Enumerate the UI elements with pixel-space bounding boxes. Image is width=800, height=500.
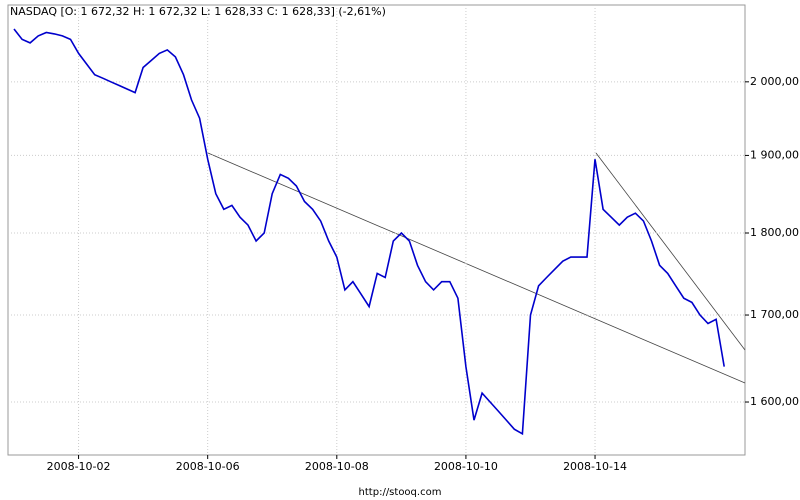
x-tick-label: 2008-10-14 [563,460,627,473]
y-tick-label: 1 700,00 [750,308,799,321]
y-tick-label: 1 800,00 [750,226,799,239]
plot-frame [7,4,746,456]
x-tick-label: 2008-10-10 [434,460,498,473]
x-tick-label: 2008-10-06 [176,460,240,473]
trend-line [595,152,746,351]
y-tick-label: 1 600,00 [750,395,799,408]
y-tick-label: 1 900,00 [750,148,799,161]
price-line [13,28,725,436]
x-tick-label: 2008-10-08 [305,460,369,473]
trend-line [207,152,746,384]
chart-title: NASDAQ [O: 1 672,32 H: 1 672,32 L: 1 628… [10,5,386,18]
y-tick-label: 2 000,00 [750,75,799,88]
x-tick-label: 2008-10-02 [47,460,111,473]
source: http://stooq.com [359,487,442,498]
